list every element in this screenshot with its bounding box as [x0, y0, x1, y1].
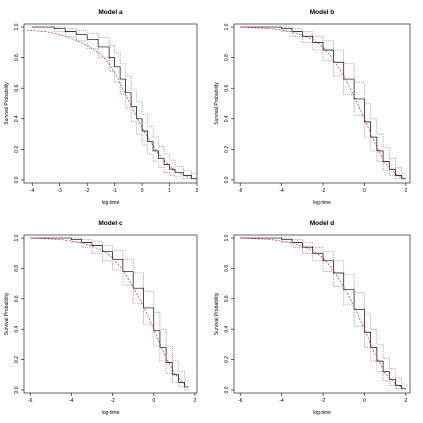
model-d-series-3-line [240, 237, 404, 389]
model-b-y-tick-label: 1.0 [224, 23, 230, 30]
model-a-series-0-line [32, 26, 197, 179]
model-d-y-tick-label: 0.4 [224, 325, 230, 332]
model-c-series-3-line [30, 237, 185, 385]
model-c-plot-frame [23, 234, 198, 394]
model-b-panel: Model b -6 -4 -2 0 2 0.0 0.2 0.4 0.6 0.8 1.0 log-tim… [214, 9, 411, 206]
model-c-x-tick-label: 2 [194, 398, 197, 404]
model-a-series-1-line [32, 26, 197, 175]
model-b-x-axis-label: log-time [313, 200, 331, 206]
model-b-plot-frame [233, 23, 411, 184]
model-d-title: Model d [310, 220, 335, 227]
model-b-y-tick-label: 0.0 [224, 176, 230, 183]
model-c-x-tick-label: -6 [28, 398, 33, 404]
model-a-x-tick-label: 1 [168, 188, 171, 194]
model-b-x-tick-label: 2 [404, 188, 407, 194]
model-a-y-tick-label: 1.0 [14, 23, 20, 30]
model-d-y-tick-label: 0.8 [224, 265, 230, 272]
model-c-y-tick-label: 0.4 [14, 325, 20, 332]
model-b-series-0-line [240, 26, 406, 179]
model-d-y-tick-label: 0.6 [224, 295, 230, 302]
model-a-y-tick-label: 0.6 [14, 85, 20, 92]
model-c-x-tick-label: -4 [69, 398, 74, 404]
model-c-panel: Model c -6 -4 -2 0 2 0.0 0.2 0.4 0.6 0.8 1.0 log-tim… [4, 220, 198, 416]
model-b-series-3-line [240, 26, 404, 179]
model-d-x-tick-label: 0 [363, 398, 366, 404]
model-b-y-tick-label: 0.4 [224, 115, 230, 122]
model-c-y-tick-label: 0.0 [14, 386, 20, 393]
model-a-series-2-line [32, 26, 197, 181]
model-c-x-tick-label: -2 [110, 398, 115, 404]
model-b-series-2-line [240, 26, 406, 181]
model-c-y-tick-label: 0.2 [14, 356, 20, 363]
model-d-series-0-line [240, 237, 406, 389]
model-a-x-tick-label: -1 [112, 188, 117, 194]
model-a-x-axis-label: log-time [102, 200, 120, 206]
model-b-y-tick-label: 0.6 [224, 85, 230, 92]
model-c-title: Model c [98, 220, 123, 227]
model-d-y-axis-label: Survival Probability [214, 292, 220, 335]
model-b-series-1-line [240, 26, 406, 175]
model-d-plot-frame [233, 234, 411, 394]
model-a-panel: Model a -4 -3 -2 -1 0 1 2 0.0 0.2 0.4 0.6 0.8 1.0 log-… [4, 9, 199, 206]
model-a-y-tick-label: 0.8 [14, 54, 20, 61]
model-c-series-2-line [30, 237, 189, 391]
model-c-y-tick-label: 0.8 [14, 265, 20, 272]
model-a-title: Model a [98, 9, 123, 16]
model-b-y-tick-label: 0.8 [224, 54, 230, 61]
model-a-plot-frame [23, 23, 198, 184]
model-d-panel: Model d -6 -4 -2 0 2 0.0 0.2 0.4 0.6 0.8 1.0 log-tim… [214, 220, 411, 416]
model-b-x-tick-label: 0 [363, 188, 366, 194]
model-c-series-0-line [30, 237, 189, 388]
model-c-x-axis-label: log-time [102, 410, 120, 416]
model-b-x-tick-label: -2 [321, 188, 326, 194]
model-b-y-axis-label: Survival Probability [214, 82, 220, 125]
model-a-x-tick-label: -4 [30, 188, 35, 194]
model-a-y-tick-label: 0.2 [14, 146, 20, 153]
model-a-x-tick-label: -2 [85, 188, 90, 194]
model-c-y-tick-label: 1.0 [14, 234, 20, 241]
model-d-series-1-line [240, 237, 406, 385]
model-d-y-tick-label: 0.2 [224, 356, 230, 363]
model-d-y-tick-label: 0.0 [224, 386, 230, 393]
model-a-x-tick-label: -3 [57, 188, 62, 194]
model-b-y-tick-label: 0.2 [224, 146, 230, 153]
model-d-x-tick-label: 2 [404, 398, 407, 404]
model-d-x-tick-label: -6 [238, 398, 243, 404]
model-d-y-tick-label: 1.0 [224, 234, 230, 241]
model-c-series-1-line [30, 237, 189, 382]
model-d-series-2-line [240, 237, 406, 391]
model-d-x-tick-label: -4 [279, 398, 284, 404]
model-c-y-tick-label: 0.6 [14, 295, 20, 302]
model-c-y-axis-label: Survival Probability [4, 292, 10, 335]
model-a-x-tick-label: 2 [196, 188, 199, 194]
model-b-x-tick-label: -4 [279, 188, 284, 194]
model-d-x-axis-label: log-time [313, 410, 331, 416]
model-c-x-tick-label: 0 [152, 398, 155, 404]
model-d-x-tick-label: -2 [321, 398, 326, 404]
model-a-y-tick-label: 0.4 [14, 115, 20, 122]
model-a-y-tick-label: 0.0 [14, 176, 20, 183]
model-a-series-3-line [26, 29, 192, 179]
model-b-title: Model b [310, 9, 335, 16]
model-a-x-tick-label: 0 [141, 188, 144, 194]
model-b-x-tick-label: -6 [238, 188, 243, 194]
model-a-y-axis-label: Survival Probability [4, 82, 10, 125]
